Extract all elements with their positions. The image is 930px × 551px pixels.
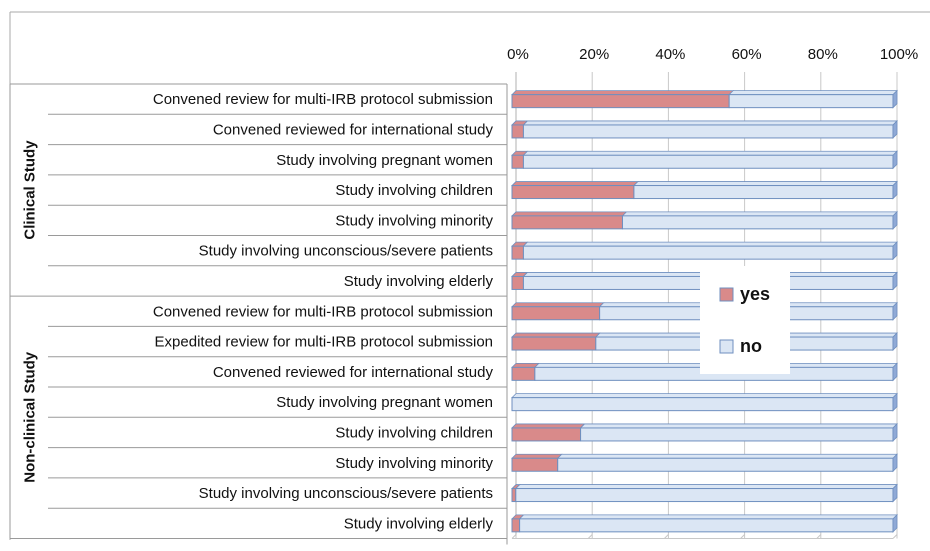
bar-yes-segment-top <box>511 181 639 186</box>
category-label: Study involving unconscious/severe patie… <box>199 243 493 260</box>
bar-no-segment <box>522 245 894 260</box>
legend-swatch-yes <box>719 287 734 302</box>
bar-no-segment-side <box>892 392 898 412</box>
bar-yes-segment <box>511 336 597 351</box>
category-label: Study involving elderly <box>344 273 494 290</box>
category-label: Study involving unconscious/severe patie… <box>199 485 493 502</box>
bar-yes-segment <box>511 427 582 442</box>
bar-yes-segment-top <box>511 90 735 96</box>
bar-no-segment-side <box>892 513 898 533</box>
category-label: Convened reviewed for international stud… <box>213 364 494 381</box>
bar-no-segment <box>519 518 894 533</box>
bar-no-segment <box>633 185 894 200</box>
bar-no-segment-top <box>556 453 898 459</box>
bar-yes-segment <box>511 275 524 290</box>
category-label: Convened review for multi-IRB protocol s… <box>153 303 493 320</box>
category-label: Study involving pregnant women <box>276 152 493 169</box>
bar-yes-segment <box>511 245 524 260</box>
bar-no-segment-side <box>892 180 898 200</box>
bar-no-segment <box>621 215 894 230</box>
bar-no-segment <box>522 124 894 139</box>
floor-tick <box>664 534 669 539</box>
bar-yes-segment <box>511 488 517 503</box>
category-label: Study involving minority <box>335 455 493 472</box>
bar-yes-segment <box>511 154 524 169</box>
bar-yes-segment <box>511 366 536 381</box>
x-tick-label: 80% <box>808 46 838 63</box>
category-label: Study involving pregnant women <box>276 394 493 411</box>
bar-no-segment-side <box>892 241 898 261</box>
bar-no-segment-top <box>522 120 898 126</box>
bar-no-segment <box>557 457 894 472</box>
bar-no-segment-side <box>892 271 898 291</box>
bar-no-segment-top <box>621 211 898 217</box>
category-label: Study involving children <box>335 182 493 199</box>
bar-no-segment-top <box>728 90 898 96</box>
bar-no-segment-top <box>579 423 898 429</box>
bar-yes-segment <box>511 94 730 109</box>
bar-no-segment <box>511 397 894 412</box>
category-label: Study involving elderly <box>344 515 494 532</box>
bar-no-segment-side <box>892 422 898 442</box>
category-label: Convened review for multi-IRB protocol s… <box>153 91 493 108</box>
bar-no-segment-side <box>892 150 898 170</box>
bar-no-segment-side <box>892 301 898 321</box>
legend-swatch-no <box>719 339 734 354</box>
x-tick-label: 20% <box>579 46 609 63</box>
legend-label-no: no <box>740 336 762 356</box>
bar-yes-segment <box>511 457 559 472</box>
bar-no-segment-side <box>892 362 898 382</box>
bar-no-segment <box>515 488 894 503</box>
bar-no-segment-top <box>514 484 898 489</box>
category-label: Study involving minority <box>335 212 493 229</box>
bar-no-segment-side <box>892 119 898 139</box>
bar-yes-segment <box>511 518 521 533</box>
bar-no-segment-side <box>892 89 898 109</box>
floor-tick <box>816 534 822 539</box>
bar-yes-segment-top <box>511 332 601 338</box>
bar-yes-segment-top <box>511 423 586 429</box>
floor-tick <box>511 534 517 539</box>
floor-tick <box>892 534 898 539</box>
bar-yes-segment-top <box>511 362 540 368</box>
bar-yes-segment-top <box>511 302 605 308</box>
bar-no-segment-side <box>892 332 898 352</box>
bar-yes-segment <box>511 124 524 139</box>
x-tick-label: 40% <box>655 46 685 63</box>
bar-yes-segment <box>511 185 635 200</box>
bar-no-segment-side <box>892 210 898 230</box>
bar-no-segment-top <box>522 150 898 156</box>
bar-no-segment-top <box>518 514 898 520</box>
bar-no-segment-side <box>892 453 898 473</box>
category-label: Convened reviewed for international stud… <box>213 121 494 138</box>
floor-tick <box>587 534 593 539</box>
bar-yes-segment-top <box>511 211 628 217</box>
group-label: Non-clinical Study <box>22 351 39 483</box>
bar-yes-segment <box>511 215 623 230</box>
bar-no-segment-top <box>632 181 898 186</box>
bar-no-segment <box>728 94 894 109</box>
floor-tick <box>740 534 745 539</box>
bar-yes-segment-top <box>511 453 563 459</box>
bar-no-segment-side <box>892 483 898 503</box>
x-tick-label: 0% <box>507 46 529 63</box>
x-tick-label: 60% <box>732 46 762 63</box>
bar-yes-segment <box>511 306 601 321</box>
category-label: Expedited review for multi-IRB protocol … <box>155 334 493 351</box>
legend-box <box>700 266 790 374</box>
bar-no-segment-top <box>522 241 898 247</box>
bar-no-segment <box>580 427 894 442</box>
group-label: Clinical Study <box>22 140 39 240</box>
x-tick-label: 100% <box>880 46 918 63</box>
category-label: Study involving children <box>335 424 493 441</box>
bar-no-segment-top <box>511 393 898 399</box>
bar-no-segment <box>522 154 894 169</box>
legend-label-yes: yes <box>740 284 770 304</box>
